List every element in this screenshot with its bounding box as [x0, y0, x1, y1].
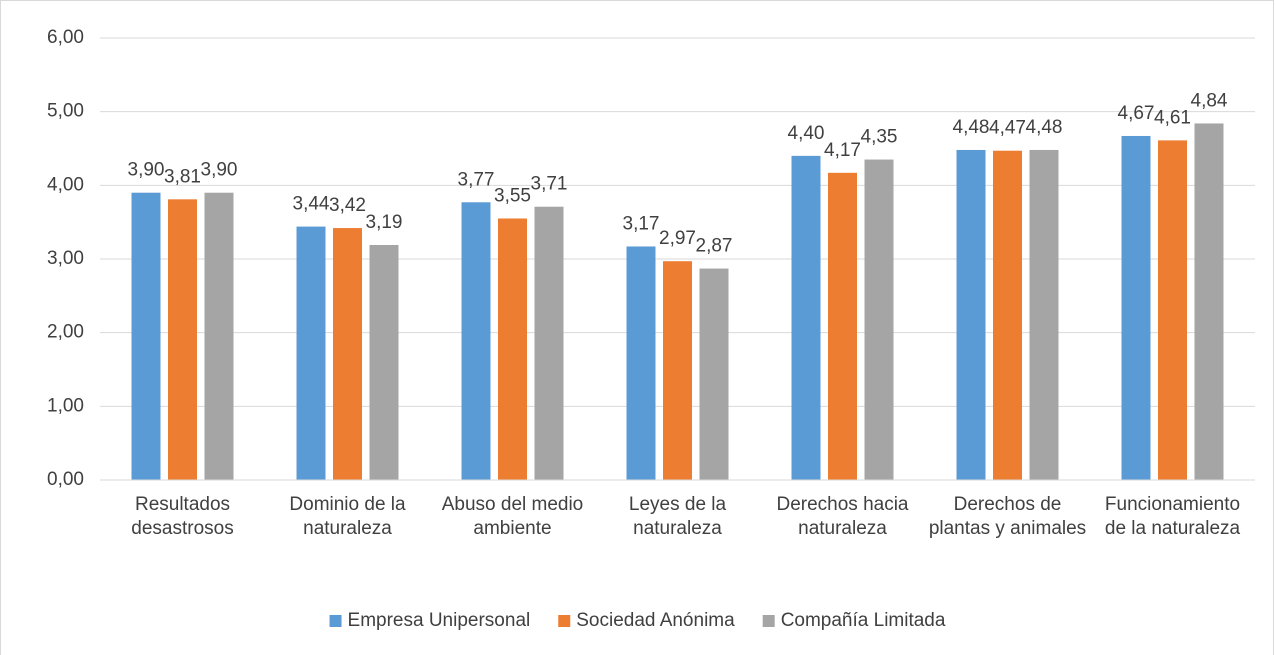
x-tick-label: Funcionamiento de la naturaleza	[1104, 494, 1241, 539]
bar	[1029, 149, 1059, 480]
data-label: 4,48	[953, 117, 990, 138]
bar	[993, 150, 1022, 480]
x-tick-label: Dominio de la naturaleza	[289, 494, 406, 539]
data-label: 3,90	[201, 160, 238, 181]
bar	[1194, 123, 1224, 480]
x-tick-label: Abuso del medio ambiente	[441, 494, 584, 539]
x-tick-label: Leyes de la naturaleza	[628, 494, 727, 539]
data-label: 3,77	[458, 169, 495, 190]
legend-label: Empresa Unipersonal	[348, 610, 531, 631]
legend-swatch	[558, 615, 571, 627]
bar	[534, 206, 564, 481]
bar	[864, 159, 894, 481]
data-label: 4,67	[1118, 103, 1155, 124]
data-label: 3,19	[366, 212, 403, 233]
bar	[369, 245, 399, 480]
bar	[1158, 140, 1187, 480]
data-label: 3,44	[293, 194, 330, 215]
bar	[699, 268, 729, 480]
data-label: 3,90	[128, 160, 165, 181]
y-tick-label: 1,00	[47, 395, 84, 416]
data-label: 2,87	[696, 236, 733, 257]
bar	[498, 218, 527, 480]
bar	[461, 202, 491, 480]
legend-label: Sociedad Anónima	[576, 610, 735, 631]
y-tick-label: 2,00	[47, 322, 84, 343]
bar	[296, 226, 326, 480]
legend-swatch	[762, 615, 775, 627]
data-label: 3,42	[329, 195, 366, 216]
data-label: 3,81	[164, 166, 201, 187]
x-tick-label: Derechos hacia naturaleza	[776, 494, 909, 539]
data-label: 4,35	[861, 127, 898, 148]
y-tick-label: 6,00	[47, 27, 84, 48]
x-tick-label: Resultados desastrosos	[131, 494, 234, 539]
bar	[828, 172, 857, 480]
data-label: 4,84	[1191, 90, 1228, 111]
data-label: 4,17	[824, 140, 861, 161]
data-label: 3,17	[623, 213, 660, 234]
legend-swatch	[329, 615, 342, 627]
legend-label: Compañía Limitada	[781, 610, 946, 631]
data-label: 4,40	[788, 123, 825, 144]
bar	[1121, 135, 1151, 480]
bar	[956, 149, 986, 480]
data-label: 4,61	[1154, 107, 1191, 128]
y-tick-label: 0,00	[47, 469, 84, 490]
data-label: 4,47	[989, 118, 1026, 139]
bar	[791, 155, 821, 480]
data-label: 2,97	[659, 228, 696, 249]
data-label: 3,55	[494, 185, 531, 206]
x-tick-label: Derechos de plantas y animales	[928, 494, 1087, 539]
data-label: 4,48	[1026, 117, 1063, 138]
y-tick-label: 4,00	[47, 174, 84, 195]
y-tick-label: 5,00	[47, 101, 84, 122]
y-tick-label: 3,00	[47, 248, 84, 269]
bar	[626, 246, 656, 480]
bar	[333, 228, 362, 480]
bar	[131, 192, 161, 480]
bar	[204, 192, 234, 480]
data-label: 3,71	[531, 174, 568, 195]
bar	[663, 261, 692, 480]
bar	[168, 199, 197, 480]
